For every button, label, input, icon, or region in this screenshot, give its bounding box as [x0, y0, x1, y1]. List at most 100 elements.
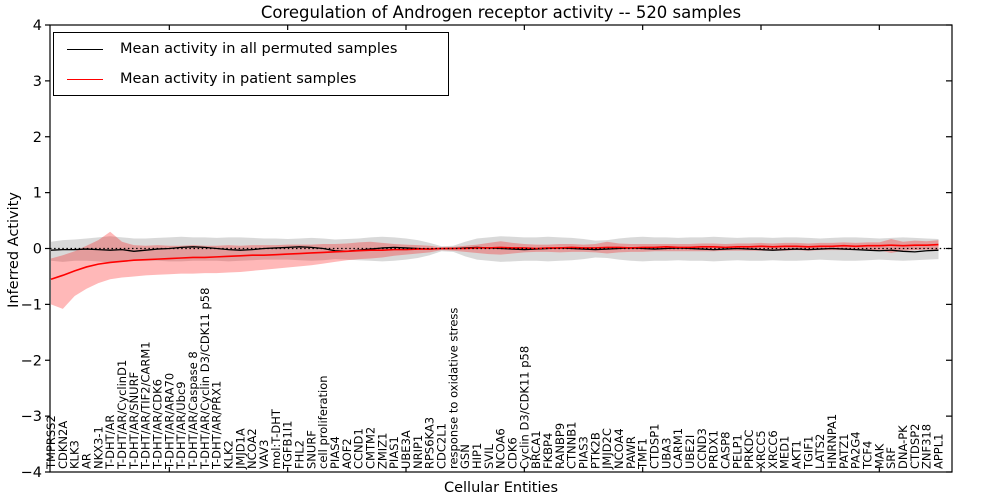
- x-category-label: APPL1: [932, 434, 946, 469]
- x-category-label: T-DHT/AR: [103, 415, 117, 470]
- x-category-label: DNA-PK: [896, 425, 910, 469]
- x-category-label: ZMIZ1: [375, 433, 389, 469]
- x-category-label: CCND3: [695, 428, 709, 469]
- x-category-label: NCOA4: [612, 428, 626, 469]
- x-category-label: XRCC5: [754, 430, 768, 469]
- x-category-label: PRKDC: [742, 430, 756, 469]
- x-category-label: TGIF1: [801, 436, 815, 470]
- x-category-label: RANBP9: [553, 423, 567, 469]
- x-category-label: FHL2: [293, 440, 307, 469]
- x-category-label: MED1: [778, 436, 792, 469]
- x-category-label: PAWR: [624, 436, 638, 469]
- x-category-label: CDK6: [506, 437, 520, 469]
- x-category-label: UBE2I: [683, 435, 697, 469]
- x-category-label: BRCA1: [529, 430, 543, 469]
- legend-line-sample-red: [67, 78, 103, 80]
- x-category-label: CASP8: [719, 432, 733, 469]
- x-category-label: TCF4: [861, 441, 875, 470]
- x-category-label: PIAS1: [387, 436, 401, 469]
- x-category-label: JMJD2C: [600, 428, 614, 470]
- x-category-label: NKX3-1: [91, 426, 105, 469]
- x-category-label: UBE3A: [399, 430, 413, 469]
- legend: Mean activity in all permuted samples Me…: [53, 32, 449, 96]
- x-category-label: TGFB1I1: [281, 421, 295, 470]
- x-category-label: MAK: [872, 443, 886, 469]
- x-category-label: TMPRSS2: [44, 415, 58, 470]
- x-category-label: response to oxidative stress: [446, 308, 460, 469]
- x-category-label: PRDX1: [707, 430, 721, 469]
- x-category-label: PIAS4: [328, 436, 342, 469]
- y-tick-label: 4: [33, 18, 42, 34]
- x-category-label: T-DHT/AR/SNURF: [127, 372, 141, 470]
- x-category-label: PIAS3: [577, 436, 591, 469]
- legend-line-sample-black: [67, 48, 103, 50]
- x-category-label: XRCC6: [766, 430, 780, 469]
- x-category-label: VAV3: [257, 440, 271, 469]
- legend-label: Mean activity in patient samples: [120, 71, 357, 87]
- x-category-label: HNRNPA1: [825, 414, 839, 469]
- y-tick-label: −1: [21, 297, 42, 313]
- x-category-label: T-DHT/AR/CDK6: [151, 379, 165, 470]
- legend-item-permuted: Mean activity in all permuted samples: [54, 34, 448, 64]
- x-category-label: CMTM2: [364, 427, 378, 469]
- x-category-label: GSN: [458, 444, 472, 469]
- x-category-label: T-DHT/AR/Ubc9: [174, 381, 188, 470]
- chart-title: Coregulation of Androgen receptor activi…: [260, 3, 742, 22]
- x-category-label: CDKN2A: [56, 421, 70, 469]
- y-tick-label: 2: [33, 130, 42, 146]
- y-tick-label: 0: [33, 242, 42, 258]
- x-category-label: UBA3: [659, 438, 673, 470]
- x-category-label: JMJD1A: [233, 428, 247, 470]
- x-category-label: KLK2: [222, 440, 236, 469]
- x-category-label: CDC2L1: [435, 423, 449, 469]
- x-category-label: PA2G4: [849, 431, 863, 469]
- x-category-label: T-DHT/AR/CyclinD1: [115, 360, 129, 470]
- x-category-label: TMF1: [636, 438, 650, 470]
- x-category-label: SNURF: [304, 430, 318, 469]
- x-category-label: T-DHT/AR/Caspase 8: [186, 351, 200, 470]
- x-category-label: NRIP1: [411, 435, 425, 469]
- x-category-label: mol:T-DHT: [269, 408, 283, 469]
- y-tick-label: 1: [33, 186, 42, 202]
- legend-item-patient: Mean activity in patient samples: [54, 64, 448, 94]
- x-category-label: HIP1: [470, 443, 484, 469]
- x-category-label: AOF2: [340, 438, 354, 469]
- x-axis-label: Cellular Entities: [443, 480, 559, 496]
- x-category-label: Cyclin D3/CDK11 p58: [517, 346, 531, 469]
- legend-label: Mean activity in all permuted samples: [120, 41, 398, 57]
- y-tick-label: −3: [21, 409, 42, 425]
- x-category-label: SVIL: [482, 443, 496, 469]
- x-category-label: CARM1: [671, 428, 685, 469]
- x-category-label: PTK2B: [588, 432, 602, 469]
- x-category-label: AKT1: [790, 440, 804, 469]
- y-axis-label: Inferred Activity: [6, 192, 22, 308]
- x-category-label: NCOA6: [494, 428, 508, 469]
- x-category-label: ZNF318: [920, 424, 934, 469]
- band-permuted-samples-std-band: [51, 236, 939, 263]
- x-category-label: RPS6KA3: [423, 417, 437, 469]
- x-category-label: PELP1: [730, 434, 744, 469]
- x-category-label: T-DHT/AR/Cyclin D3/CDK11 p58: [198, 288, 212, 470]
- y-tick-label: −4: [21, 465, 42, 481]
- x-category-label: cell proliferation: [316, 375, 330, 469]
- x-category-label: NCOA2: [245, 428, 259, 469]
- band-patient-samples-std-band: [51, 231, 939, 309]
- y-tick-label: −2: [21, 353, 42, 369]
- x-category-label: CCND1: [352, 428, 366, 469]
- x-category-label: AR: [80, 453, 94, 469]
- x-category-label: PATZ1: [837, 434, 851, 469]
- x-category-label: T-DHT/AR/PRX1: [210, 381, 224, 470]
- x-category-label: T-DHT/AR/TIF2/CARM1: [139, 341, 153, 470]
- series-line-Mean-activity-in-patient-samples: [50, 243, 939, 280]
- x-category-label: T-DHT/AR/ARA70: [162, 373, 176, 470]
- x-category-label: CTNNB1: [565, 422, 579, 469]
- x-category-label: FKBP4: [541, 433, 555, 469]
- x-category-label: SRF: [884, 447, 898, 469]
- x-category-label: KLK3: [68, 440, 82, 469]
- x-category-label: CTDSP1: [648, 424, 662, 469]
- x-category-label: CTDSP2: [908, 424, 922, 469]
- y-tick-label: 3: [33, 74, 42, 90]
- x-category-label: LATS2: [813, 434, 827, 469]
